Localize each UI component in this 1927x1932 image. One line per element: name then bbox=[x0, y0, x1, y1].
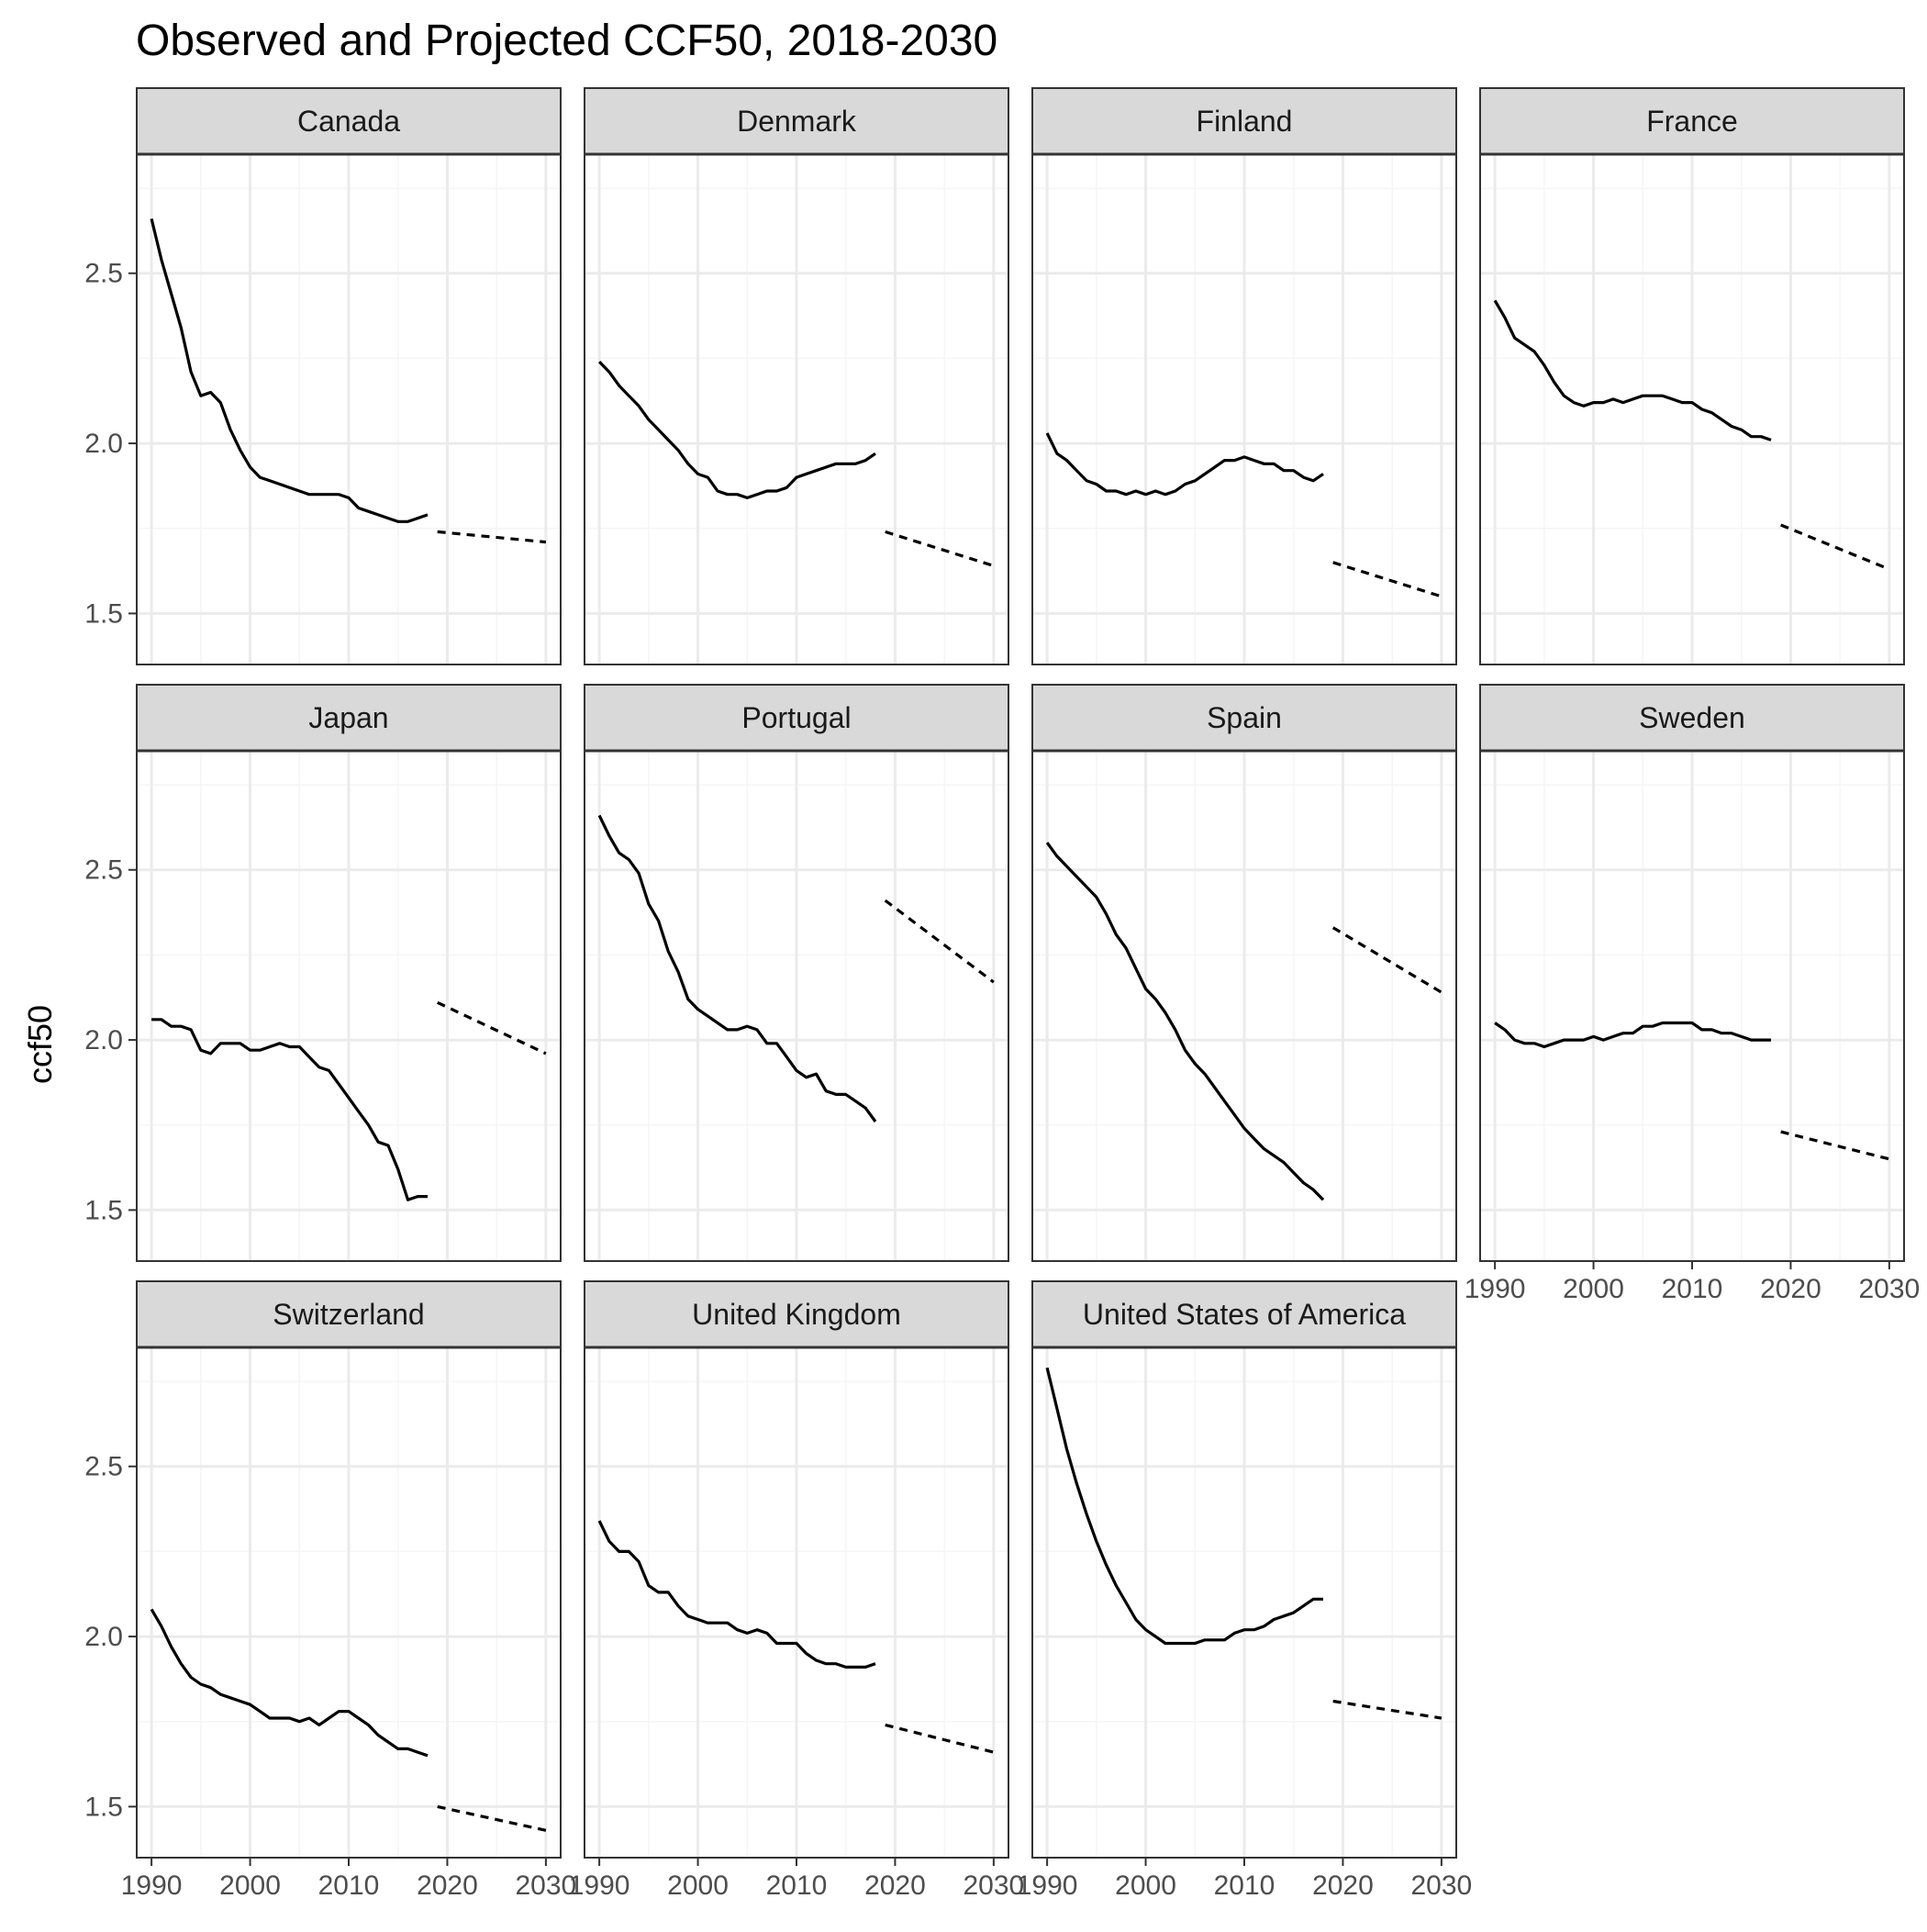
y-tick-label: 1.5 bbox=[84, 598, 123, 629]
x-tick-label: 2030 bbox=[516, 1871, 577, 1901]
panel-sweden: Sweden 1990 2000 2010 2020 2030 bbox=[1465, 684, 1921, 1304]
projected-line bbox=[885, 1723, 995, 1754]
x-tick-label: 1990 bbox=[569, 1871, 630, 1901]
observed-line bbox=[150, 218, 429, 523]
y-axis-title: ccf50 bbox=[21, 1005, 59, 1084]
x-tick-label: 1990 bbox=[1465, 1274, 1526, 1304]
x-tick-label: 2000 bbox=[667, 1871, 729, 1901]
strip-background bbox=[1031, 684, 1457, 752]
projected-line bbox=[437, 530, 547, 544]
panel-switzerland: Switzerland 1.5 2.0 2.5 1990 2000 2010 2020 2030 bbox=[84, 1280, 577, 1901]
x-tick-label: 1990 bbox=[1017, 1871, 1078, 1901]
strip-background bbox=[584, 684, 1009, 752]
x-tick-label: 2030 bbox=[1411, 1871, 1473, 1901]
observed-line bbox=[1493, 299, 1772, 441]
strip-label: United Kingdom bbox=[692, 1298, 901, 1331]
observed-line bbox=[150, 1608, 429, 1758]
projected-line bbox=[884, 899, 995, 984]
x-tick-label: 1990 bbox=[121, 1871, 183, 1901]
x-tick-label: 2020 bbox=[1312, 1871, 1374, 1901]
strip-background bbox=[1479, 87, 1905, 155]
x-tick-label: 2010 bbox=[1662, 1274, 1723, 1304]
observed-line bbox=[597, 360, 876, 500]
panel-japan: Japan 1.5 2.0 2.5 bbox=[84, 684, 562, 1262]
y-tick-label: 2.0 bbox=[84, 1622, 123, 1652]
projected-line bbox=[1780, 1130, 1890, 1161]
x-tick-label: 2010 bbox=[318, 1871, 380, 1901]
x-tick-label: 2000 bbox=[219, 1871, 281, 1901]
strip-label: Japan bbox=[308, 701, 388, 734]
projected-line bbox=[1331, 926, 1442, 994]
x-tick-label: 2020 bbox=[1760, 1274, 1821, 1304]
strip-label: United States of America bbox=[1083, 1298, 1406, 1331]
panel-denmark: Denmark bbox=[584, 87, 1009, 665]
x-tick-label: 2030 bbox=[964, 1871, 1025, 1901]
strip-label: Switzerland bbox=[273, 1298, 424, 1331]
y-tick-label: 1.5 bbox=[84, 1792, 123, 1822]
strip-label: Denmark bbox=[737, 105, 857, 138]
projected-line bbox=[437, 1000, 547, 1055]
projected-line bbox=[1332, 561, 1442, 598]
projected-line bbox=[1780, 523, 1890, 571]
observed-line bbox=[597, 1520, 876, 1670]
x-tick-label: 2020 bbox=[417, 1871, 478, 1901]
strip-label: Spain bbox=[1207, 701, 1282, 734]
strip-background bbox=[584, 87, 1009, 155]
x-tick-label: 2020 bbox=[864, 1871, 926, 1901]
strip-label: Portugal bbox=[741, 701, 851, 734]
observed-line bbox=[1045, 1367, 1323, 1646]
chart-title: Observed and Projected CCF50, 2018-2030 bbox=[136, 17, 997, 65]
x-tick-label: 2000 bbox=[1563, 1274, 1624, 1304]
x-tick-label: 2010 bbox=[766, 1871, 828, 1901]
observed-line bbox=[151, 1018, 428, 1201]
strip-label: France bbox=[1646, 105, 1738, 138]
y-tick-label: 2.5 bbox=[84, 855, 123, 886]
strip-label: Finland bbox=[1197, 105, 1293, 138]
projected-line bbox=[885, 530, 995, 568]
strip-background bbox=[136, 684, 562, 752]
strip-background bbox=[1031, 87, 1457, 155]
projected-line bbox=[437, 1804, 547, 1832]
panel-portugal: Portugal bbox=[584, 684, 1009, 1262]
y-tick-label: 2.5 bbox=[84, 1452, 123, 1482]
panel-canada: Canada 1.5 2.0 2.5 bbox=[84, 87, 562, 665]
strip-background bbox=[136, 1280, 562, 1348]
strip-background bbox=[1479, 684, 1905, 752]
y-tick-label: 2.0 bbox=[84, 1025, 123, 1055]
observed-line bbox=[1045, 432, 1324, 497]
observed-line bbox=[1494, 1021, 1771, 1049]
observed-line bbox=[1045, 842, 1325, 1201]
strip-background bbox=[136, 87, 562, 155]
y-tick-label: 2.5 bbox=[84, 259, 123, 289]
x-tick-label: 2030 bbox=[1859, 1274, 1921, 1304]
strip-label: Canada bbox=[297, 105, 400, 138]
facet-panels: Canada 1.5 2.0 2.5 Denmark Finland France Japan… bbox=[84, 87, 1921, 1901]
panel-united-kingdom: United Kingdom 1990 2000 2010 2020 2030 bbox=[569, 1280, 1025, 1901]
panel-united-states-of-america: United States of America 1990 2000 2010 2020… bbox=[1017, 1280, 1473, 1901]
projected-line bbox=[1332, 1699, 1442, 1720]
strip-label: Sweden bbox=[1639, 701, 1745, 734]
x-tick-label: 2000 bbox=[1115, 1871, 1176, 1901]
panel-finland: Finland bbox=[1031, 87, 1457, 665]
y-tick-label: 1.5 bbox=[84, 1195, 123, 1225]
panel-france: France bbox=[1479, 87, 1905, 665]
x-tick-label: 2010 bbox=[1214, 1871, 1275, 1901]
y-tick-label: 2.0 bbox=[84, 429, 123, 459]
panel-spain: Spain bbox=[1031, 684, 1457, 1262]
observed-line bbox=[597, 814, 877, 1122]
